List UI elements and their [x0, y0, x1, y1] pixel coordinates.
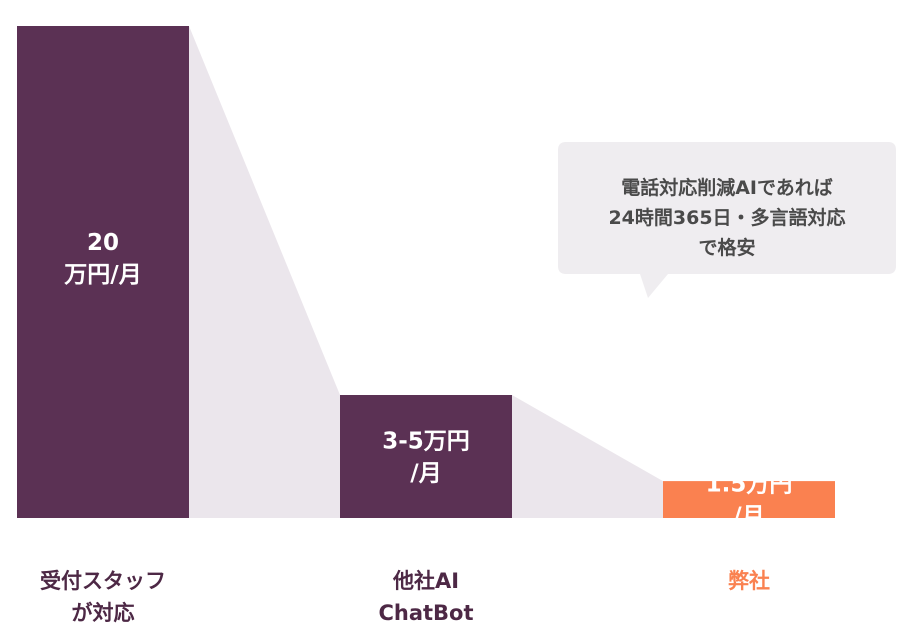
category-label: 弊社	[728, 569, 770, 593]
bar-value-label: 1.5万円/月	[706, 472, 793, 530]
category-labels: 受付スタッフが対応 他社AI ChatBot 弊社	[40, 569, 770, 625]
bars	[17, 26, 835, 518]
category-label: 受付スタッフが対応	[40, 569, 166, 625]
bar-value-labels: 20 万円/月 3-5万円/月 1.5万円/月	[64, 230, 792, 530]
callout-text: 電話対応削減AIであれば 24時間365日・多言語対応で格安	[608, 176, 845, 259]
bar-competitor	[340, 395, 512, 518]
callout-bubble: 電話対応削減AIであれば 24時間365日・多言語対応で格安	[558, 142, 896, 298]
connector-shape	[189, 26, 340, 518]
bar-value-label: 3-5万円/月	[382, 429, 470, 487]
callout-shape	[558, 142, 896, 298]
bar-value-label: 20 万円/月	[64, 230, 141, 288]
connector-shape	[512, 395, 663, 518]
bar-connectors	[189, 26, 663, 518]
bar-ours	[663, 481, 835, 518]
category-label: 他社AI ChatBot	[378, 569, 473, 625]
bar-competitor	[17, 26, 189, 518]
